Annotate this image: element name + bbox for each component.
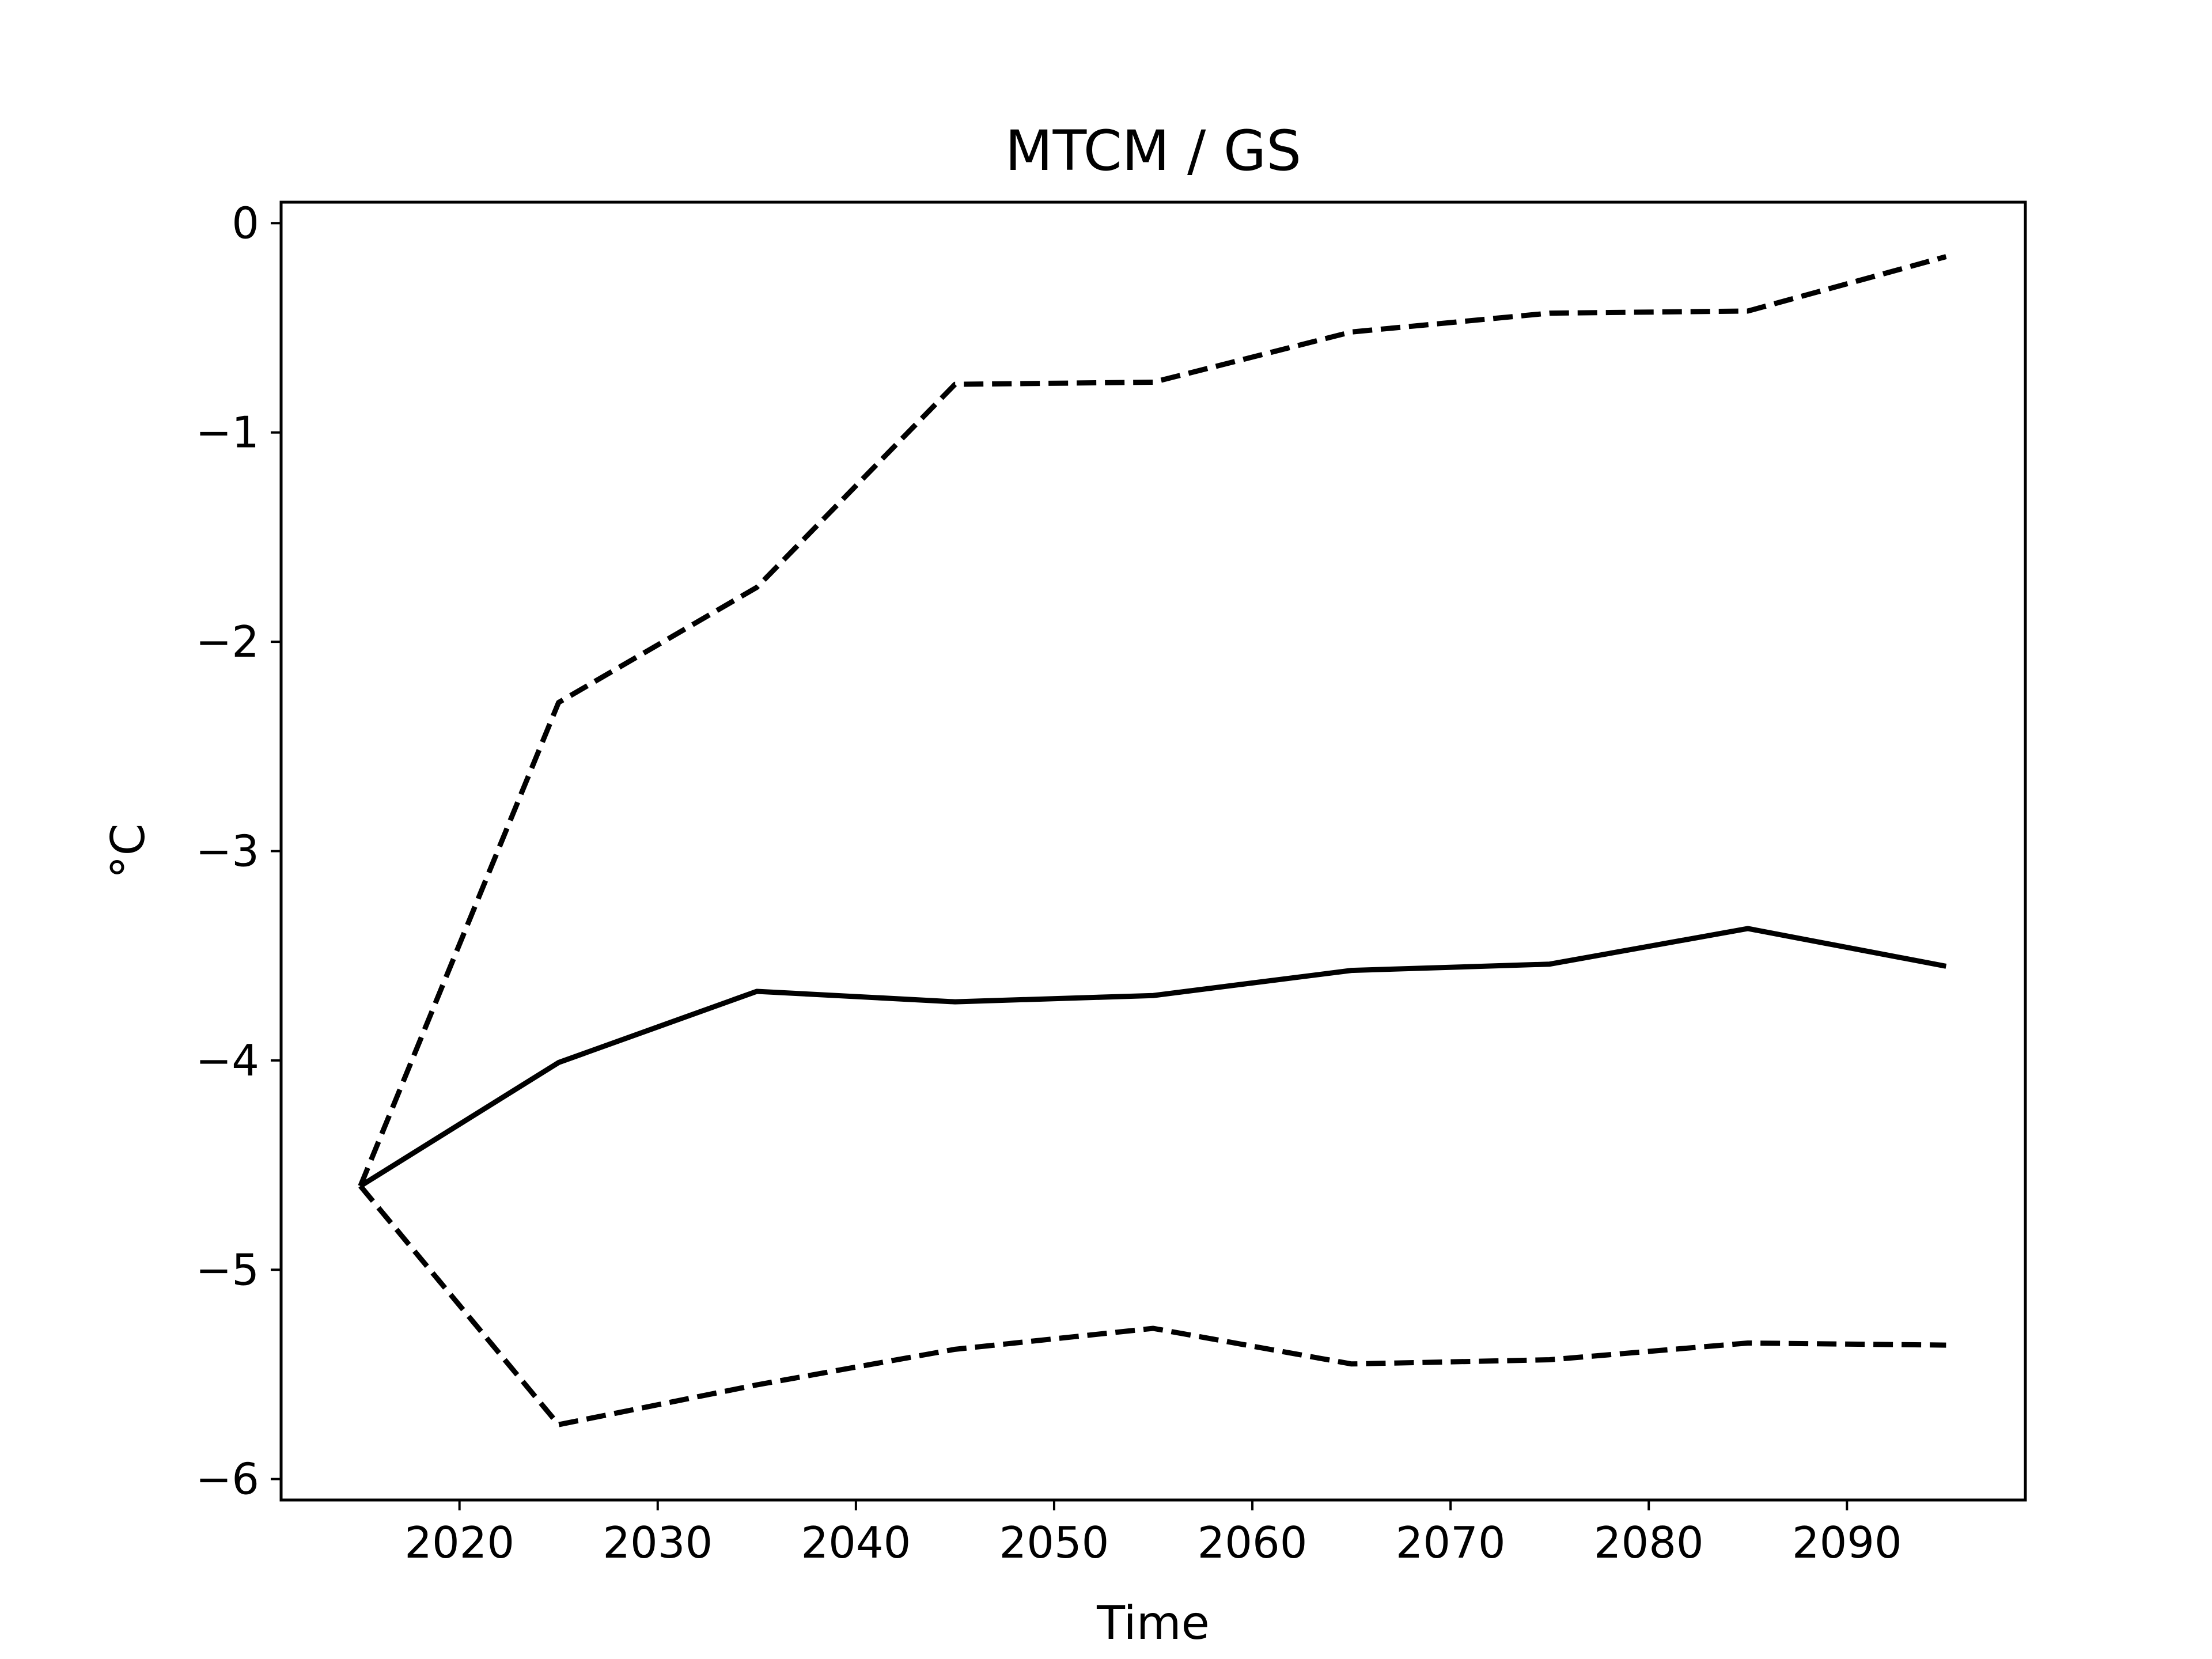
series-layer: [358, 254, 1947, 1427]
x-axis-ticks: 2020 2030 2040 2050 2060 2070 2080 2090: [404, 1500, 1902, 1568]
x-tick-label: 2050: [999, 1517, 1109, 1568]
y-tick-label: −6: [195, 1454, 259, 1505]
y-tick-label: −1: [195, 407, 259, 458]
y-tick-label: −3: [195, 826, 259, 877]
y-axis-label: °C: [101, 824, 155, 879]
axes-frame: [279, 200, 2027, 1502]
x-tick-label: 2060: [1198, 1517, 1308, 1568]
y-tick-label: −5: [195, 1244, 259, 1295]
series-line-3-dashed: [358, 1184, 1946, 1427]
x-tick-label: 2070: [1396, 1517, 1506, 1568]
x-tick-label: 2030: [603, 1517, 713, 1568]
x-tick-label: 2020: [404, 1517, 514, 1568]
y-tick-label: 0: [232, 198, 259, 248]
chart-title: MTCM / GS: [1005, 119, 1301, 183]
x-tick-label: 2080: [1594, 1517, 1704, 1568]
x-tick-label: 2040: [801, 1517, 911, 1568]
x-axis-label: Time: [1096, 1596, 1210, 1650]
y-tick-label: −2: [195, 616, 259, 667]
y-axis-ticks: 0 −1 −2 −3 −4 −5 −6: [195, 198, 281, 1505]
x-tick-label: 2090: [1792, 1517, 1902, 1568]
series-line-2-dashed: [358, 254, 1947, 1187]
y-tick-label: −4: [195, 1035, 259, 1086]
series-line-1-solid: [359, 926, 1947, 1188]
